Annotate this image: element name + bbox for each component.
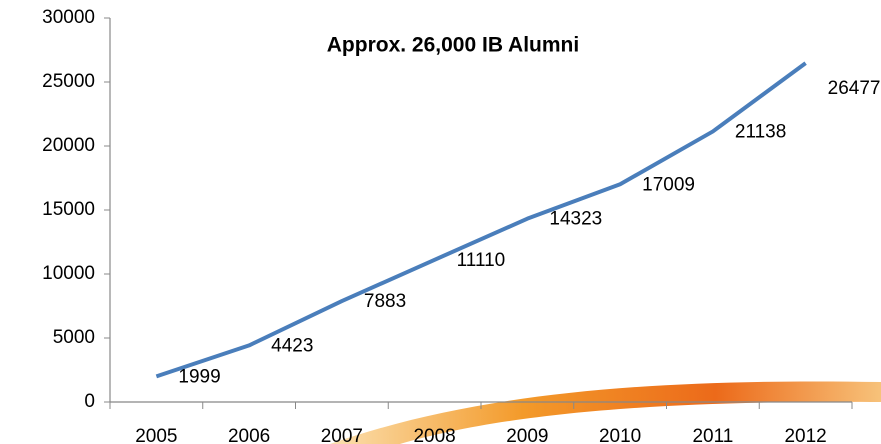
x-tick-label: 2011 [692, 426, 733, 444]
data-label: 26477 [828, 78, 881, 99]
y-tick-label: 15000 [42, 199, 95, 220]
x-tick-label: 2010 [599, 426, 641, 444]
y-tick-label: 10000 [42, 263, 95, 284]
x-tick-label: 2012 [784, 426, 826, 444]
page: Approx. 26,000 IB Alumni 0 5000 10000 15000… [0, 0, 881, 444]
y-tick-label: 5000 [53, 327, 95, 348]
data-label: 21138 [735, 121, 786, 142]
data-label: 4423 [271, 335, 313, 356]
data-label: 1999 [178, 366, 220, 387]
y-tick-label: 30000 [42, 7, 95, 28]
data-label: 14323 [549, 209, 602, 230]
x-tick-label: 2008 [413, 426, 455, 444]
y-tick-label: 25000 [42, 71, 95, 92]
data-label: 11110 [457, 250, 506, 271]
y-tick-label: 20000 [42, 135, 95, 156]
x-tick-label: 2009 [506, 426, 548, 444]
data-label: 17009 [642, 174, 695, 195]
x-tick-label: 2005 [135, 426, 177, 444]
chart: Approx. 26,000 IB Alumni 0 5000 10000 15000… [0, 0, 881, 444]
x-tick-label: 2006 [228, 426, 270, 444]
chart-title: Approx. 26,000 IB Alumni [327, 34, 579, 57]
x-tick-label: 2007 [321, 426, 363, 444]
line-series [156, 63, 805, 376]
y-tick-label: 0 [84, 391, 95, 412]
data-label: 7883 [364, 291, 406, 312]
